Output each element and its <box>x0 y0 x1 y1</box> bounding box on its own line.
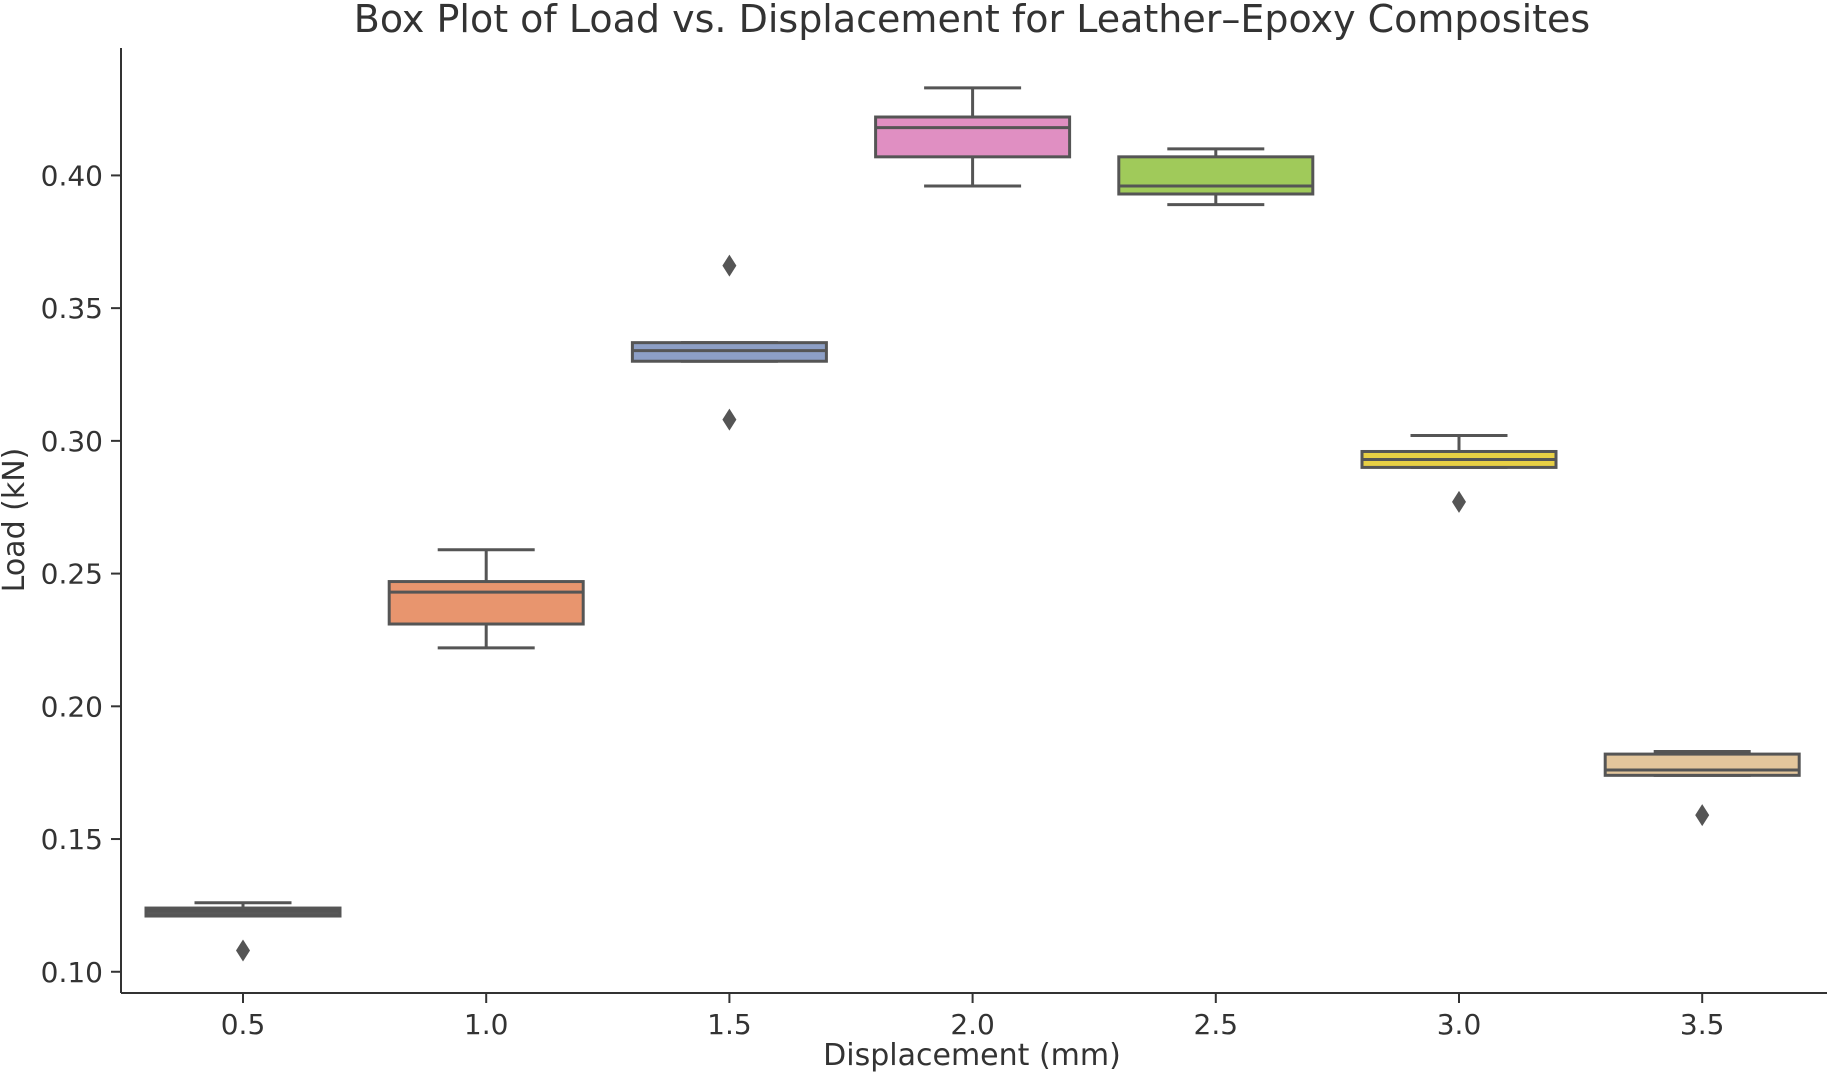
outlier-point <box>236 939 250 962</box>
box-group <box>874 86 1072 188</box>
x-tick-label: 2.5 <box>1194 1008 1239 1041</box>
x-tick-label: 1.0 <box>464 1008 509 1041</box>
y-tick-label: 0.40 <box>41 159 103 192</box>
box-group <box>1360 434 1558 513</box>
x-tick-label: 0.5 <box>221 1008 266 1041</box>
y-tick-label: 0.25 <box>41 558 103 591</box>
y-axis-ticks: 0.10 0.15 0.20 0.25 0.30 0.35 0.40 <box>41 159 121 989</box>
y-tick-label: 0.15 <box>41 823 103 856</box>
x-tick-label: 2.0 <box>950 1008 995 1041</box>
outlier-point <box>1695 804 1710 827</box>
box-group <box>630 254 828 431</box>
y-axis-label: Load (kN) <box>0 448 32 593</box>
x-tick-label: 1.5 <box>707 1008 752 1041</box>
outlier-point <box>1452 490 1466 513</box>
outlier-point <box>722 408 737 431</box>
y-tick-label: 0.30 <box>41 425 103 458</box>
x-tick-label: 3.5 <box>1680 1008 1725 1041</box>
box-body <box>874 115 1072 159</box>
box-body <box>1117 155 1315 196</box>
x-axis-label: Displacement (mm) <box>823 1038 1121 1073</box>
x-tick-label: 3.0 <box>1437 1008 1482 1041</box>
box-group <box>387 548 585 650</box>
box-group <box>1117 147 1315 207</box>
box-series <box>144 86 1801 962</box>
box-body <box>1603 752 1801 777</box>
y-tick-label: 0.35 <box>41 292 103 325</box>
box-body <box>387 580 585 626</box>
y-tick-label: 0.20 <box>41 690 103 723</box>
chart-title: Box Plot of Load vs. Displacement for Le… <box>354 0 1590 41</box>
box-group <box>144 901 342 962</box>
y-tick-label: 0.10 <box>41 956 103 989</box>
x-axis-ticks: 0.5 1.0 1.5 2.0 2.5 3.0 3.5 <box>221 993 1725 1041</box>
outlier-point <box>722 254 737 277</box>
box-group <box>1603 749 1801 827</box>
